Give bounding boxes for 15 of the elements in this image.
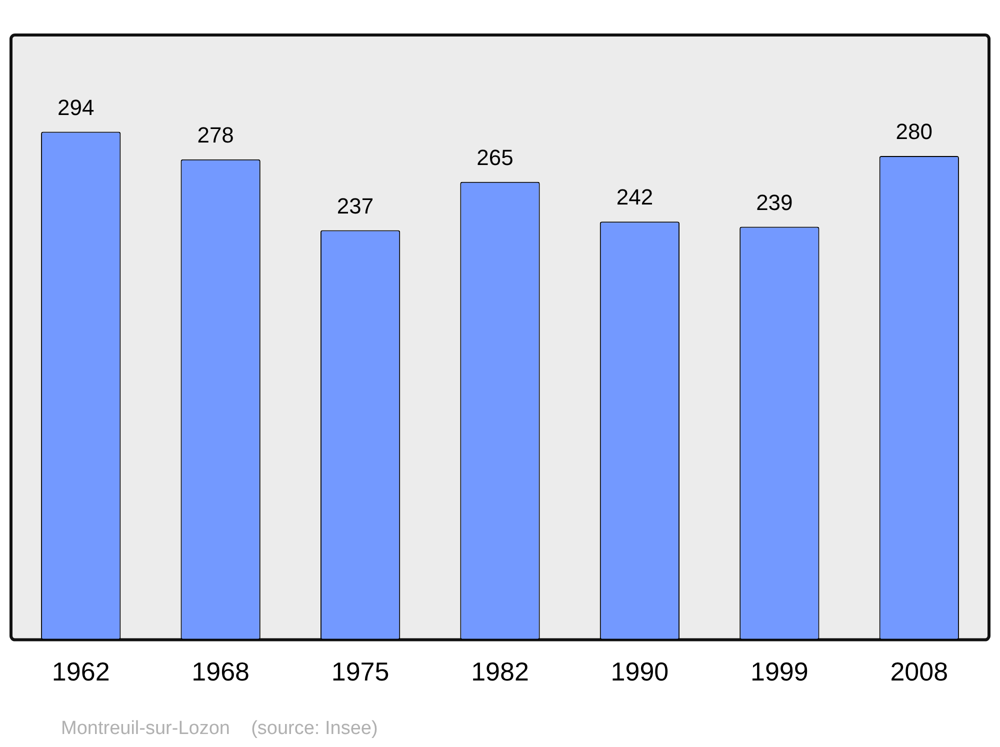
text: Montreuil-sur-Lozon (source: Insee) xyxy=(61,718,378,740)
data-label: 278 xyxy=(197,122,234,148)
x-tick-label: 2008 xyxy=(890,656,948,687)
data-label: 237 xyxy=(336,193,374,218)
x-tick-label: 1982 xyxy=(471,656,529,687)
data-label: 280 xyxy=(896,119,932,144)
x-tick-label: 1968 xyxy=(192,656,250,687)
data-label: 239 xyxy=(756,190,793,215)
x-tick-label: 1999 xyxy=(750,656,808,687)
x-tick-label: 1962 xyxy=(52,656,110,687)
data-label: 265 xyxy=(476,144,514,170)
x-tick-label: 1975 xyxy=(331,656,390,687)
x-tick-label: 1990 xyxy=(610,656,669,687)
data-label: 242 xyxy=(616,184,654,210)
data-label: 294 xyxy=(58,94,94,120)
